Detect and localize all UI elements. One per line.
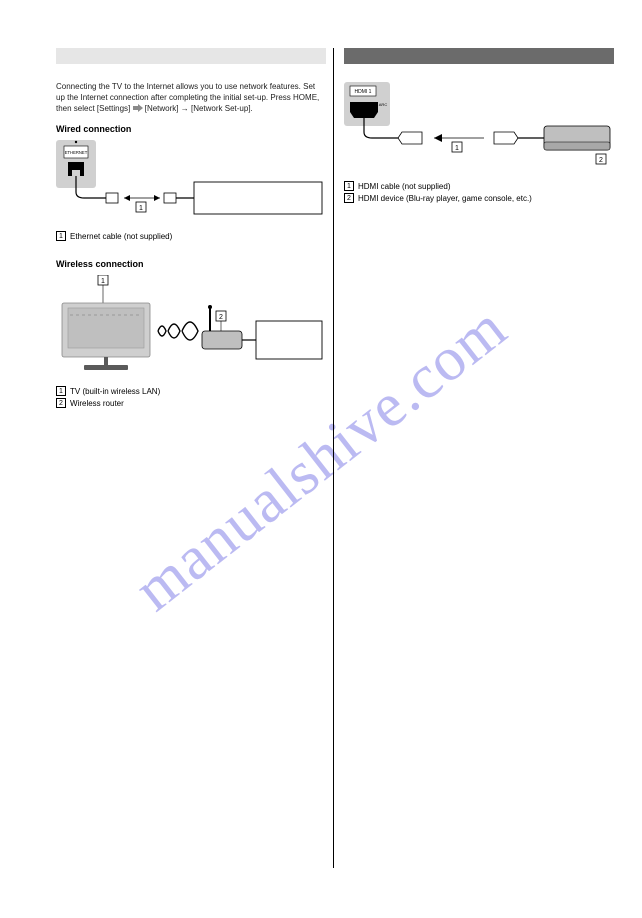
hdmi-callout-2-text: HDMI device (Blu-ray player, game consol… — [358, 193, 532, 205]
svg-text:1: 1 — [455, 145, 459, 152]
svg-text:1: 1 — [139, 205, 143, 212]
svg-text:ETHERNET: ETHERNET — [65, 150, 88, 155]
callout-number-box: 2 — [56, 398, 66, 408]
right-column-header-bar — [344, 48, 614, 64]
hdmi-callout-2: 2 HDMI device (Blu-ray player, game cons… — [344, 193, 614, 205]
hdmi-connection-svg: HDMI 1 ARC 1 — [344, 82, 614, 170]
hdmi-callout-1: 1 HDMI cable (not supplied) — [344, 181, 614, 193]
callout-number-box: 1 — [344, 181, 354, 191]
wireless-connection-svg: 1 2 — [56, 275, 326, 375]
wireless-callout-1: 1 TV (built-in wireless LAN) — [56, 386, 326, 398]
svg-text:2: 2 — [599, 157, 603, 164]
right-column: HDMI 1 ARC 1 — [344, 48, 614, 205]
arrow-right-icon — [133, 104, 143, 112]
svg-text:ARC: ARC — [379, 102, 388, 107]
callout-number-box: 2 — [344, 193, 354, 203]
hdmi-callouts: 1 HDMI cable (not supplied) 2 HDMI devic… — [344, 181, 614, 205]
wireless-callout-1-text: TV (built-in wireless LAN) — [70, 386, 160, 398]
callout-number-box: 1 — [56, 231, 66, 241]
callout-number-box: 1 — [56, 386, 66, 396]
wired-section-title: Wired connection — [56, 124, 326, 134]
wired-callout-1-text: Ethernet cable (not supplied) — [70, 231, 172, 243]
wireless-section-title: Wireless connection — [56, 259, 326, 269]
column-divider — [333, 48, 334, 868]
wireless-callout-2-text: Wireless router — [70, 398, 124, 410]
left-column: Connecting the TV to the Internet allows… — [56, 48, 326, 410]
svg-text:HDMI 1: HDMI 1 — [355, 89, 372, 95]
wireless-connection-figure: 1 2 — [56, 275, 326, 380]
svg-text:1: 1 — [101, 278, 105, 285]
manual-page: manualshive.com Connecting the TV to the… — [0, 0, 642, 918]
left-column-header-bar — [56, 48, 326, 64]
hdmi-callout-1-text: HDMI cable (not supplied) — [358, 181, 450, 193]
wired-callouts: 1 Ethernet cable (not supplied) — [56, 231, 326, 243]
wired-connection-svg: ETHERNET 1 — [56, 140, 326, 220]
left-intro-text: Connecting the TV to the Internet allows… — [56, 82, 326, 114]
wired-connection-figure: ETHERNET 1 — [56, 140, 326, 225]
wired-callout-1: 1 Ethernet cable (not supplied) — [56, 231, 326, 243]
svg-text:2: 2 — [219, 314, 223, 321]
hdmi-connection-figure: HDMI 1 ARC 1 — [344, 82, 614, 175]
wireless-callout-2: 2 Wireless router — [56, 398, 326, 410]
left-intro-text-b: [Network] → [Network Set-up]. — [145, 104, 253, 113]
wireless-callouts: 1 TV (built-in wireless LAN) 2 Wireless … — [56, 386, 326, 410]
